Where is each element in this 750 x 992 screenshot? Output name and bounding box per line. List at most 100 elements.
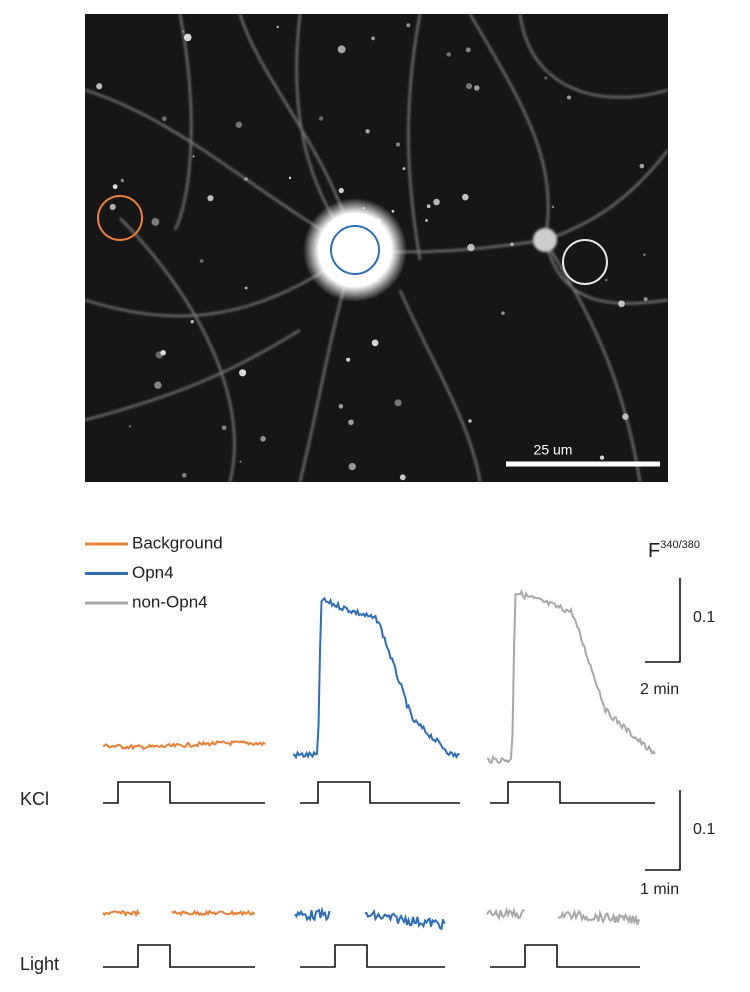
puncta — [192, 155, 195, 158]
puncta — [510, 242, 514, 246]
puncta — [446, 52, 452, 57]
stimulus-trace — [300, 944, 445, 968]
puncta — [402, 167, 406, 171]
puncta — [109, 203, 116, 210]
puncta — [425, 219, 428, 222]
ratio-label: F340/380 — [648, 539, 700, 562]
puncta — [501, 311, 505, 315]
puncta — [199, 259, 204, 263]
puncta — [221, 425, 227, 431]
response-trace — [292, 596, 460, 760]
scale-bar-label: 25 um — [534, 442, 573, 458]
roi-opn4 — [330, 225, 380, 275]
puncta — [337, 45, 346, 54]
legend-label: Background — [132, 533, 223, 552]
puncta — [474, 85, 480, 91]
roi-non-opn4 — [562, 239, 608, 285]
puncta — [566, 95, 572, 100]
response-trace — [557, 908, 640, 925]
stimulus-label: Light — [20, 954, 59, 974]
puncta — [128, 425, 132, 428]
legend-label: non-Opn4 — [132, 592, 208, 611]
response-trace — [171, 909, 256, 917]
puncta — [462, 193, 469, 201]
scale-y-label: 0.1 — [693, 821, 715, 838]
response-trace — [486, 588, 656, 765]
puncta — [371, 36, 375, 41]
puncta — [244, 286, 248, 290]
response-trace — [102, 908, 140, 918]
response-trace — [364, 908, 446, 931]
puncta — [190, 320, 194, 324]
puncta — [426, 204, 431, 209]
puncta — [643, 253, 646, 256]
puncta — [183, 33, 192, 42]
puncta — [96, 83, 103, 90]
puncta — [276, 25, 279, 29]
puncta — [466, 83, 473, 90]
puncta — [120, 178, 125, 183]
micrograph: 25 um — [85, 14, 668, 482]
puncta — [288, 176, 292, 180]
puncta — [338, 187, 344, 194]
puncta — [406, 23, 411, 28]
puncta — [643, 297, 648, 302]
puncta — [433, 198, 440, 206]
stimulus-trace — [103, 781, 265, 804]
scale-x-label: 1 min — [640, 881, 679, 898]
puncta — [395, 142, 401, 147]
traces — [102, 588, 656, 931]
stimulus-trace — [490, 944, 640, 968]
puncta — [338, 404, 344, 409]
roi-background — [97, 195, 143, 241]
stimulus-trace — [103, 944, 255, 968]
stimulus-label: KCl — [20, 789, 49, 809]
scale-bar — [645, 790, 681, 871]
puncta — [551, 205, 555, 209]
legend-label: Opn4 — [132, 563, 174, 582]
puncta — [182, 30, 185, 33]
puncta — [160, 350, 166, 356]
puncta — [154, 381, 162, 389]
puncta — [394, 399, 402, 407]
response-trace — [294, 906, 331, 922]
puncta — [260, 435, 266, 442]
puncta — [618, 300, 625, 308]
puncta — [181, 472, 187, 478]
puncta — [544, 76, 548, 80]
puncta — [467, 243, 475, 252]
puncta — [599, 455, 605, 460]
scale-bar — [645, 578, 681, 663]
puncta — [161, 116, 167, 122]
ratio-superscript: 340/380 — [660, 539, 700, 551]
puncta — [318, 116, 324, 121]
puncta — [244, 177, 248, 182]
puncta — [239, 460, 242, 463]
puncta — [346, 357, 351, 362]
puncta — [468, 419, 472, 423]
puncta — [151, 218, 160, 226]
puncta — [639, 163, 645, 169]
puncta — [348, 419, 354, 426]
puncta — [399, 474, 406, 481]
puncta — [235, 121, 243, 129]
ratio-base: F — [648, 540, 660, 562]
puncta — [391, 209, 395, 213]
stimulus-trace — [300, 781, 460, 804]
scale-x-label: 2 min — [640, 681, 679, 698]
stimulus-trace — [490, 781, 655, 804]
response-trace — [486, 906, 525, 921]
puncta — [112, 184, 118, 190]
puncta — [622, 413, 629, 420]
puncta — [465, 47, 471, 53]
puncta — [348, 462, 356, 471]
puncta — [207, 195, 214, 202]
puncta — [371, 339, 379, 347]
legend: Background Opn4 non-Opn4 — [85, 533, 223, 611]
puncta — [239, 369, 247, 377]
scale-y-label: 0.1 — [693, 609, 715, 626]
puncta — [605, 278, 608, 282]
puncta — [365, 129, 370, 134]
response-trace — [102, 739, 266, 751]
